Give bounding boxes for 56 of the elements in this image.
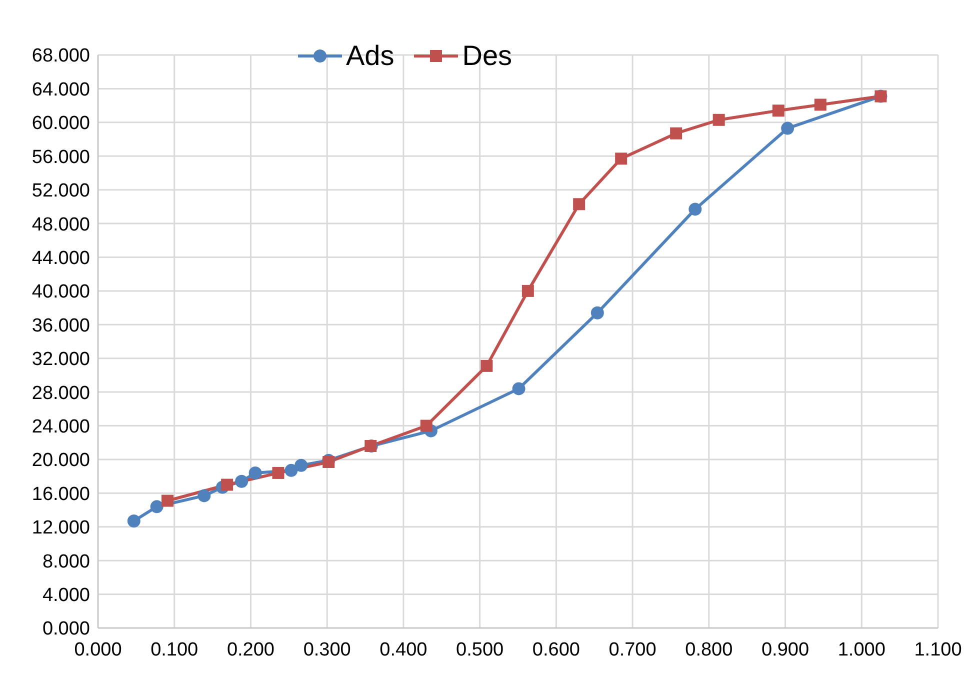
point bbox=[294, 458, 308, 472]
point bbox=[284, 464, 298, 477]
point bbox=[221, 478, 234, 491]
x-tick-label: 1.000 bbox=[838, 639, 886, 660]
point bbox=[480, 360, 493, 372]
legend-label: Ads bbox=[346, 40, 394, 72]
y-tick-label: 60.000 bbox=[32, 113, 90, 134]
y-tick-label: 12.000 bbox=[32, 518, 90, 539]
point bbox=[150, 500, 164, 514]
point bbox=[161, 494, 174, 507]
x-tick-label: 0.800 bbox=[685, 639, 733, 660]
point bbox=[248, 466, 262, 480]
x-tick-label: 0.300 bbox=[303, 639, 351, 660]
x-tick-label: 0.000 bbox=[74, 639, 122, 660]
point bbox=[781, 122, 794, 135]
point bbox=[522, 284, 534, 297]
y-tick-label: 68.000 bbox=[32, 46, 90, 67]
y-tick-label: 32.000 bbox=[32, 349, 90, 370]
y-tick-label: 28.000 bbox=[32, 382, 90, 404]
x-tick-label: 0.100 bbox=[150, 639, 198, 660]
point bbox=[670, 127, 682, 140]
point bbox=[573, 198, 586, 210]
point bbox=[322, 456, 335, 468]
x-tick-label: 0.500 bbox=[456, 639, 504, 660]
y-tick-label: 40.000 bbox=[32, 282, 90, 303]
y-tick-label: 48.000 bbox=[32, 214, 90, 236]
x-tick-label: 0.400 bbox=[380, 639, 428, 660]
point bbox=[272, 466, 284, 479]
point bbox=[772, 104, 784, 117]
y-tick-label: 36.000 bbox=[32, 315, 90, 336]
point bbox=[712, 114, 725, 126]
x-tick-label: 0.600 bbox=[532, 639, 580, 660]
point bbox=[198, 489, 211, 502]
y-tick-label: 52.000 bbox=[32, 180, 90, 202]
point bbox=[688, 202, 702, 216]
y-tick-label: 0.000 bbox=[42, 618, 90, 640]
x-tick-label: 1.100 bbox=[914, 639, 962, 660]
point bbox=[512, 382, 526, 396]
y-tick-label: 4.000 bbox=[42, 585, 90, 606]
x-tick-label: 0.700 bbox=[608, 639, 656, 660]
x-tick-label: 0.200 bbox=[226, 639, 274, 660]
point bbox=[615, 152, 628, 165]
legend-label: Des bbox=[462, 40, 512, 72]
y-tick-label: 44.000 bbox=[32, 248, 90, 269]
point bbox=[420, 420, 432, 432]
y-tick-label: 24.000 bbox=[32, 416, 90, 438]
y-tick-label: 56.000 bbox=[32, 146, 90, 168]
point bbox=[127, 514, 140, 528]
y-tick-label: 64.000 bbox=[32, 79, 90, 100]
y-tick-label: 8.000 bbox=[42, 551, 90, 572]
point bbox=[590, 306, 604, 320]
point bbox=[814, 98, 826, 111]
y-tick-label: 20.000 bbox=[32, 450, 90, 472]
y-tick-label: 16.000 bbox=[32, 484, 90, 505]
x-tick-label: 0.900 bbox=[762, 639, 810, 660]
point bbox=[235, 474, 248, 488]
